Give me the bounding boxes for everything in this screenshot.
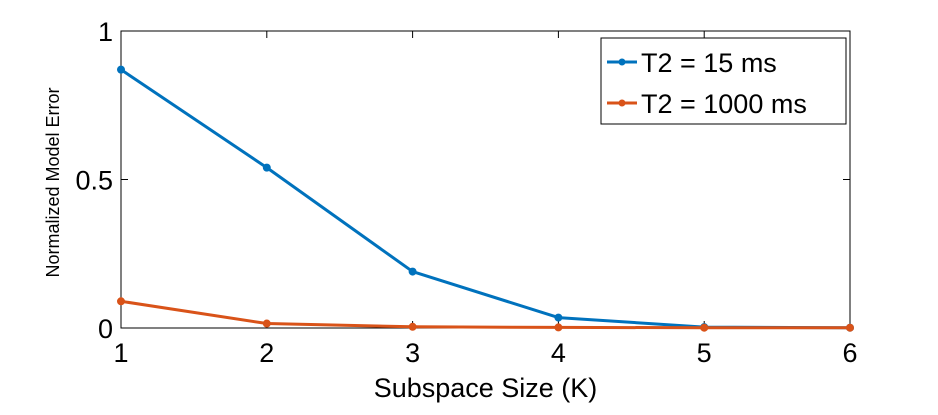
data-point [554,313,563,322]
x-tick-label: 6 [842,338,857,368]
y-axis-label: Normalized Model Error [43,87,63,277]
series-line [120,299,850,330]
y-tick-label: 0 [98,314,113,344]
x-tick-label: 4 [551,338,566,368]
legend-swatch-marker [618,58,626,66]
data-point [408,322,417,331]
data-point [262,163,271,172]
data-point [117,297,125,306]
y-tick-label: 1 [98,17,113,47]
legend-label: T2 = 15 ms [641,48,777,78]
plot-series [117,65,854,332]
x-tick-label: 2 [259,338,274,368]
data-point [408,267,417,276]
data-point [554,323,563,332]
x-tick-label: 5 [697,338,712,368]
x-tick-label: 3 [405,338,420,368]
legend: T2 = 15 ms T2 = 1000 ms [600,37,847,125]
y-tick-label: 0.5 [75,166,113,196]
data-point [700,323,709,332]
data-point [262,319,271,328]
x-axis-label: Subspace Size (K) [374,373,598,403]
x-tick-label: 1 [113,338,128,368]
series-2 [117,297,854,332]
data-point [846,323,854,332]
legend-swatch-marker [618,99,626,107]
legend-box [600,37,847,125]
data-point [117,65,125,74]
legend-label: T2 = 1000 ms [641,89,807,119]
